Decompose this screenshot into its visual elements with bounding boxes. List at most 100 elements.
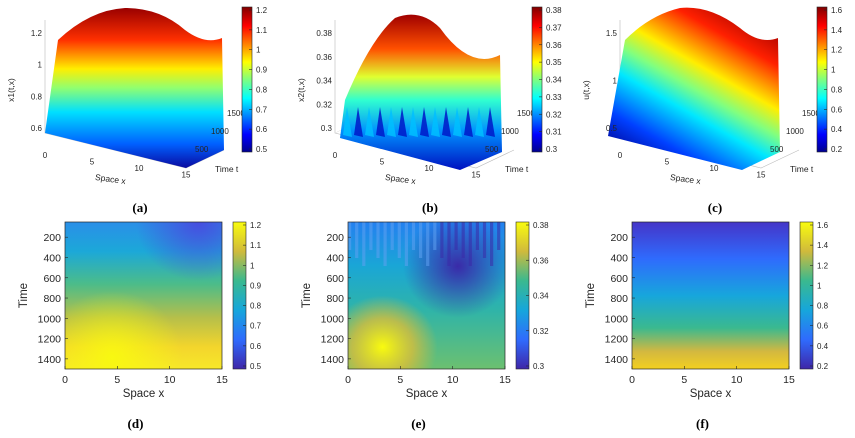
x-tick-label: 5 [114, 374, 120, 386]
x-tick-label: 0 [333, 151, 338, 160]
heatmap-image [632, 222, 789, 369]
surface-streak [398, 107, 407, 137]
z-tick-label: 0.38 [316, 29, 332, 38]
heatmap-stripe [468, 222, 472, 266]
axes-frame [347, 221, 506, 370]
colorbar-tick-label: 0.32 [533, 327, 549, 336]
colorbar-tick-label: 0.34 [546, 76, 562, 85]
x-tick-label: 15 [472, 171, 481, 180]
surface-streak [354, 107, 363, 137]
heatmap-stripe [440, 222, 444, 258]
colorbar [241, 6, 253, 153]
x-tick-label: 0 [629, 374, 635, 386]
y-tick-label: 1000 [321, 313, 345, 325]
colorbar-tick-label: 1 [831, 66, 836, 75]
panel-caption: (d) [128, 416, 144, 431]
x-tick-label: 0 [62, 374, 68, 386]
colorbar-tick-label: 1 [817, 281, 822, 290]
t-tick-label: 1500 [227, 109, 245, 118]
colorbar-tick-label: 1.6 [817, 221, 829, 230]
panel-caption: (a) [132, 200, 147, 215]
x-tick-label: 5 [397, 374, 403, 386]
y-axis-label: Time [18, 283, 30, 308]
z-tick-label: 1.5 [606, 29, 618, 38]
y-tick-label: 800 [326, 293, 344, 305]
y-tick-label: 600 [43, 273, 61, 285]
z-axis-label: x1(t,x) [6, 78, 16, 102]
y-tick-label: 1000 [605, 313, 629, 325]
surface-streak [442, 107, 451, 137]
colorbar-tick-label: 0.35 [546, 58, 562, 67]
colorbar-tick-label: 0.8 [831, 85, 843, 94]
z-tick-label: 1 [613, 77, 618, 86]
y-tick-label: 600 [326, 273, 344, 285]
panel-caption: (f) [696, 416, 709, 431]
y-tick-label: 600 [610, 273, 628, 285]
y-tick-label: 1400 [605, 354, 629, 366]
colorbar [816, 6, 828, 153]
z-tick-label: 0.3 [321, 124, 333, 133]
surface [608, 7, 780, 171]
x-tick-label: 15 [499, 374, 511, 386]
x-tick-label: 0 [345, 374, 351, 386]
y-tick-label: 400 [43, 252, 61, 264]
x-tick-label: 10 [425, 164, 434, 173]
y-tick-label: 200 [610, 232, 628, 244]
heatmap-stripe [426, 222, 430, 266]
colorbar-tick-label: 0.2 [817, 362, 829, 371]
colorbar-tick-label: 0.6 [250, 342, 262, 351]
surface-streak [475, 107, 484, 137]
surface-streak [453, 107, 462, 137]
colorbar-tick-label: 1.2 [831, 46, 843, 55]
colorbar-tick-label: 0.36 [546, 41, 562, 50]
surface-streak [409, 107, 418, 137]
heatmap-stripe [447, 222, 451, 266]
colorbar-tick-label: 0.8 [250, 302, 262, 311]
y-tick-label: 1200 [38, 334, 62, 346]
colorbar-tick-label: 1.4 [817, 241, 829, 250]
z-tick-label: 0.5 [606, 124, 618, 133]
x-tick-label: 15 [216, 374, 228, 386]
colorbar-tick-label: 0.7 [256, 105, 268, 114]
x-tick-label: 5 [90, 158, 95, 167]
x-axis-label: Space x [95, 172, 128, 186]
z-tick-label: 0.36 [316, 53, 332, 62]
x-tick-label: 10 [447, 374, 459, 386]
colorbar-tick-label: 0.8 [817, 302, 829, 311]
x-tick-label: 10 [710, 164, 719, 173]
colorbar-tick-label: 0.37 [546, 23, 562, 32]
colorbar [232, 221, 247, 370]
heatmap-stripe [482, 222, 487, 258]
heatmap-stripe [461, 222, 465, 258]
colorbar-tick-label: 0.36 [533, 256, 549, 265]
panel-caption: (e) [411, 416, 425, 431]
heatmap-stripe [497, 222, 501, 250]
colorbar-tick-label: 0.6 [817, 322, 829, 331]
colorbar-tick-label: 0.8 [256, 85, 268, 94]
z-tick-label: 0.32 [316, 100, 332, 109]
colorbar-tick-label: 0.9 [250, 281, 262, 290]
colorbar-tick-label: 0.6 [256, 125, 268, 134]
t-axis-label: Time t [790, 164, 814, 174]
colorbar-tick-label: 1.2 [256, 6, 268, 15]
heatmap-stripe [475, 222, 479, 250]
panel-caption: (c) [708, 200, 722, 215]
x-axis-label: Space x [690, 388, 732, 400]
panel-caption: (b) [422, 200, 438, 215]
y-axis-label: Time [585, 283, 597, 308]
t-axis-label: Time t [215, 164, 239, 174]
x-tick-label: 0 [43, 151, 48, 160]
heatmap-stripe [411, 222, 416, 250]
x-tick-label: 15 [182, 171, 191, 180]
y-tick-label: 200 [43, 232, 61, 244]
heatmap-stripe [454, 222, 458, 250]
heatmap-stripe [369, 222, 373, 250]
t-tick-label: 1000 [786, 127, 804, 136]
y-tick-label: 800 [610, 293, 628, 305]
heatmap-stripe [404, 222, 408, 266]
colorbar-tick-label: 1 [250, 261, 255, 270]
